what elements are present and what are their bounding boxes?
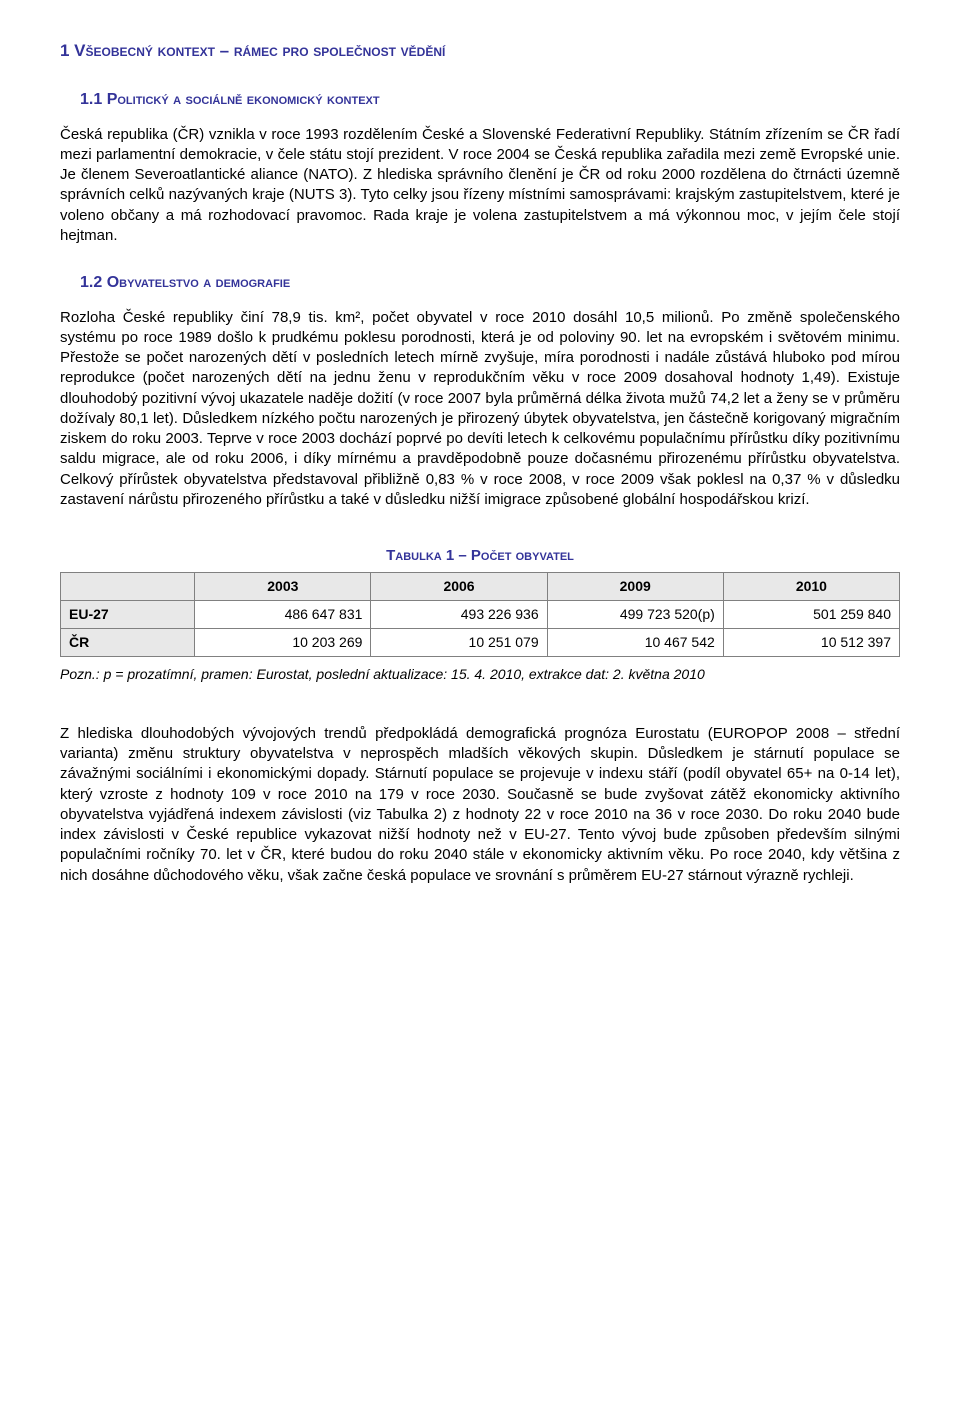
table-1-container: Tabulka 1 – Počet obyvatel 2003 2006 200… xyxy=(60,540,900,684)
table-row: EU-27 486 647 831 493 226 936 499 723 52… xyxy=(61,601,900,629)
table-row: 2003 2006 2009 2010 xyxy=(61,573,900,601)
table-1: Tabulka 1 – Počet obyvatel 2003 2006 200… xyxy=(60,540,900,657)
table-header-2003: 2003 xyxy=(195,573,371,601)
table-cell: 10 251 079 xyxy=(371,629,547,657)
table-header-empty xyxy=(61,573,195,601)
table-row-label-cr: ČR xyxy=(61,629,195,657)
table-cell: 486 647 831 xyxy=(195,601,371,629)
table-header-2006: 2006 xyxy=(371,573,547,601)
table-cell: 10 203 269 xyxy=(195,629,371,657)
section-1-title: 1 Všeobecný kontext – rámec pro společno… xyxy=(60,40,900,63)
table-cell: 10 467 542 xyxy=(547,629,723,657)
table-1-footnote: Pozn.: p = prozatímní, pramen: Eurostat,… xyxy=(60,665,900,684)
table-header-2010: 2010 xyxy=(723,573,899,601)
table-cell: 501 259 840 xyxy=(723,601,899,629)
table-row-label-eu27: EU-27 xyxy=(61,601,195,629)
section-1-1-paragraph: Česká republika (ČR) vznikla v roce 1993… xyxy=(60,125,900,247)
section-1-2-paragraph-1: Rozloha České republiky činí 78,9 tis. k… xyxy=(60,308,900,511)
section-1-2-title: 1.2 Obyvatelstvo a demografie xyxy=(60,272,900,294)
table-row: ČR 10 203 269 10 251 079 10 467 542 10 5… xyxy=(61,629,900,657)
table-cell: 493 226 936 xyxy=(371,601,547,629)
table-cell: 10 512 397 xyxy=(723,629,899,657)
table-1-caption: Tabulka 1 – Počet obyvatel xyxy=(60,540,900,572)
section-1-1-title: 1.1 Politický a sociálně ekonomický kont… xyxy=(60,89,900,111)
section-1-2-paragraph-2: Z hlediska dlouhodobých vývojových trend… xyxy=(60,724,900,886)
table-header-2009: 2009 xyxy=(547,573,723,601)
table-cell: 499 723 520(p) xyxy=(547,601,723,629)
